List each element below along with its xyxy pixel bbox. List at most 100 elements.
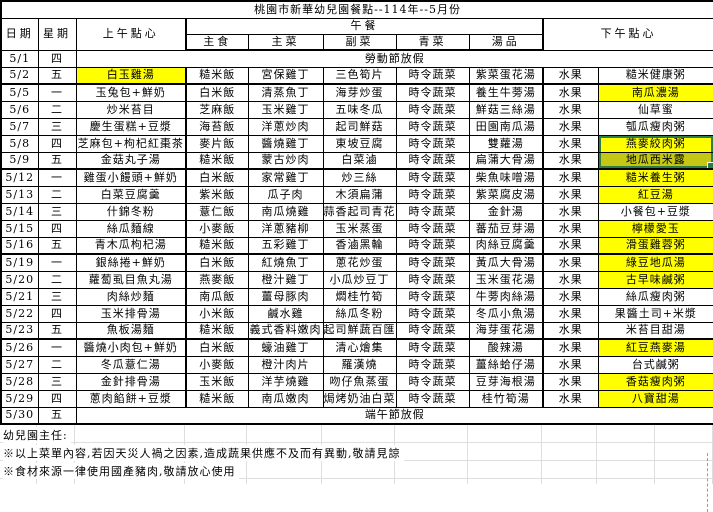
date-cell[interactable]: 5/16 (0, 236, 39, 255)
weekday-cell[interactable]: 三 (37, 117, 77, 136)
main-dish-cell[interactable]: 南瓜燒雞 (247, 202, 324, 221)
grid-cell[interactable] (322, 461, 395, 478)
vegetable-cell[interactable]: 時令蔬菜 (395, 389, 470, 408)
side-dish-cell[interactable]: 起司鮮菇 (322, 117, 397, 136)
soup-cell[interactable]: 紫菜蛋花湯 (468, 66, 544, 85)
afternoon-snack-cell[interactable]: 古早味鹹粥 (597, 270, 713, 289)
staple-cell[interactable]: 麥片飯 (185, 134, 249, 153)
date-cell[interactable]: 5/28 (0, 372, 39, 391)
morning-snack-cell[interactable]: 銀絲捲+鮮奶 (75, 253, 187, 272)
vegetable-cell[interactable]: 時令蔬菜 (395, 100, 470, 119)
weekday-cell[interactable]: 五 (37, 151, 77, 170)
date-cell[interactable]: 5/13 (0, 185, 39, 204)
morning-snack-cell[interactable]: 冬瓜薏仁湯 (75, 355, 187, 374)
vegetable-cell[interactable]: 時令蔬菜 (395, 66, 470, 85)
vegetable-cell[interactable]: 時令蔬菜 (395, 83, 470, 102)
soup-cell[interactable]: 桂竹筍湯 (468, 389, 544, 408)
morning-snack-cell[interactable]: 玉米排骨湯 (75, 304, 187, 323)
side-dish-cell[interactable]: 木須扁蒲 (322, 185, 397, 204)
morning-snack-cell[interactable]: 芝麻包+枸杞紅棗茶 (75, 134, 187, 153)
date-cell[interactable]: 5/14 (0, 202, 39, 221)
col-header-staple[interactable]: 主食 (185, 33, 249, 51)
main-dish-cell[interactable]: 義式香料嫩肉 (247, 321, 324, 340)
staple-cell[interactable]: 糙米飯 (185, 236, 249, 255)
afternoon-snack-cell[interactable]: 紅豆燕麥湯 (597, 338, 713, 357)
grid-cell[interactable] (597, 461, 655, 478)
afternoon-snack-cell[interactable]: 紅豆湯 (597, 185, 713, 204)
date-cell[interactable]: 5/8 (0, 134, 39, 153)
morning-snack-cell[interactable]: 白菜豆腐羹 (75, 185, 187, 204)
date-cell[interactable]: 5/30 (0, 406, 39, 425)
main-dish-cell[interactable]: 宮保雞丁 (247, 66, 324, 85)
morning-snack-cell[interactable]: 蔥肉餡餅+豆漿 (75, 389, 187, 408)
weekday-cell[interactable]: 一 (37, 83, 77, 102)
grid-cell[interactable] (655, 425, 713, 442)
side-dish-cell[interactable]: 小瓜炒豆丁 (322, 270, 397, 289)
afternoon-snack-cell[interactable]: 南瓜濃湯 (597, 83, 713, 102)
grid-cell[interactable] (655, 443, 713, 460)
col-header-side-dish[interactable]: 副菜 (322, 33, 397, 51)
grid-cell[interactable] (322, 425, 395, 442)
fruit-cell[interactable]: 水果 (542, 338, 599, 357)
afternoon-snack-cell[interactable]: 絲瓜瘦肉粥 (597, 287, 713, 306)
soup-cell[interactable]: 黃瓜大骨湯 (468, 253, 544, 272)
staple-cell[interactable]: 南瓜飯 (185, 287, 249, 306)
staple-cell[interactable]: 紫米飯 (185, 185, 249, 204)
staple-cell[interactable]: 玉米飯 (185, 372, 249, 391)
staple-cell[interactable]: 燕麥飯 (185, 270, 249, 289)
afternoon-snack-cell[interactable]: 糙米健康粥 (597, 66, 713, 85)
date-cell[interactable]: 5/9 (0, 151, 39, 170)
staple-cell[interactable]: 白米飯 (185, 253, 249, 272)
date-cell[interactable]: 5/27 (0, 355, 39, 374)
main-dish-cell[interactable]: 醬燒雞丁 (247, 134, 324, 153)
afternoon-snack-cell[interactable]: 小餐包+豆漿 (597, 202, 713, 221)
soup-cell[interactable]: 鮮菇三絲湯 (468, 100, 544, 119)
afternoon-snack-cell[interactable]: 仙草蜜 (597, 100, 713, 119)
main-dish-cell[interactable]: 家常雞丁 (247, 168, 324, 187)
main-dish-cell[interactable]: 洋蔥炒肉 (247, 117, 324, 136)
staple-cell[interactable]: 糙米飯 (185, 389, 249, 408)
fruit-cell[interactable]: 水果 (542, 236, 599, 255)
grid-cell[interactable] (597, 443, 655, 460)
staple-cell[interactable]: 白米飯 (185, 83, 249, 102)
date-cell[interactable]: 5/26 (0, 338, 39, 357)
side-dish-cell[interactable]: 吻仔魚蒸蛋 (322, 372, 397, 391)
fruit-cell[interactable]: 水果 (542, 355, 599, 374)
staple-cell[interactable]: 糙米飯 (185, 66, 249, 85)
fruit-cell[interactable]: 水果 (542, 389, 599, 408)
staple-cell[interactable]: 海苔飯 (185, 117, 249, 136)
grid-cell[interactable] (597, 479, 655, 484)
vegetable-cell[interactable]: 時令蔬菜 (395, 304, 470, 323)
afternoon-snack-cell[interactable]: 台式鹹粥 (597, 355, 713, 374)
fruit-cell[interactable]: 水果 (542, 287, 599, 306)
side-dish-cell[interactable]: 焗烤奶油白菜 (322, 389, 397, 408)
vegetable-cell[interactable]: 時令蔬菜 (395, 202, 470, 221)
side-dish-cell[interactable]: 玉米蒸蛋 (322, 219, 397, 238)
grid-cell[interactable] (247, 479, 322, 484)
grid-cell[interactable] (468, 443, 542, 460)
fruit-cell[interactable]: 水果 (542, 134, 599, 153)
fruit-cell[interactable]: 水果 (542, 66, 599, 85)
grid-cell[interactable] (597, 425, 655, 442)
vegetable-cell[interactable]: 時令蔬菜 (395, 151, 470, 170)
fruit-cell[interactable]: 水果 (542, 372, 599, 391)
afternoon-snack-cell[interactable]: 地瓜西米露 (597, 151, 713, 170)
vegetable-cell[interactable]: 時令蔬菜 (395, 219, 470, 238)
afternoon-snack-cell[interactable]: 八寶甜湯 (597, 389, 713, 408)
date-cell[interactable]: 5/19 (0, 253, 39, 272)
weekday-cell[interactable]: 四 (37, 389, 77, 408)
weekday-cell[interactable]: 五 (37, 406, 77, 425)
morning-snack-cell[interactable]: 雞蛋小饅頭+鮮奶 (75, 168, 187, 187)
side-dish-cell[interactable]: 三色筍片 (322, 66, 397, 85)
grid-cell[interactable] (395, 425, 468, 442)
vegetable-cell[interactable]: 時令蔬菜 (395, 134, 470, 153)
col-header-morning-snack[interactable]: 上午點心 (75, 17, 187, 51)
morning-snack-cell[interactable]: 醬燒小肉包+鮮奶 (75, 338, 187, 357)
staple-cell[interactable]: 小米飯 (185, 304, 249, 323)
soup-cell[interactable]: 金針湯 (468, 202, 544, 221)
date-cell[interactable]: 5/2 (0, 66, 39, 85)
main-dish-cell[interactable]: 蠔油雞丁 (247, 338, 324, 357)
soup-cell[interactable]: 柴魚味噌湯 (468, 168, 544, 187)
morning-snack-cell[interactable]: 金菇丸子湯 (75, 151, 187, 170)
vegetable-cell[interactable]: 時令蔬菜 (395, 372, 470, 391)
